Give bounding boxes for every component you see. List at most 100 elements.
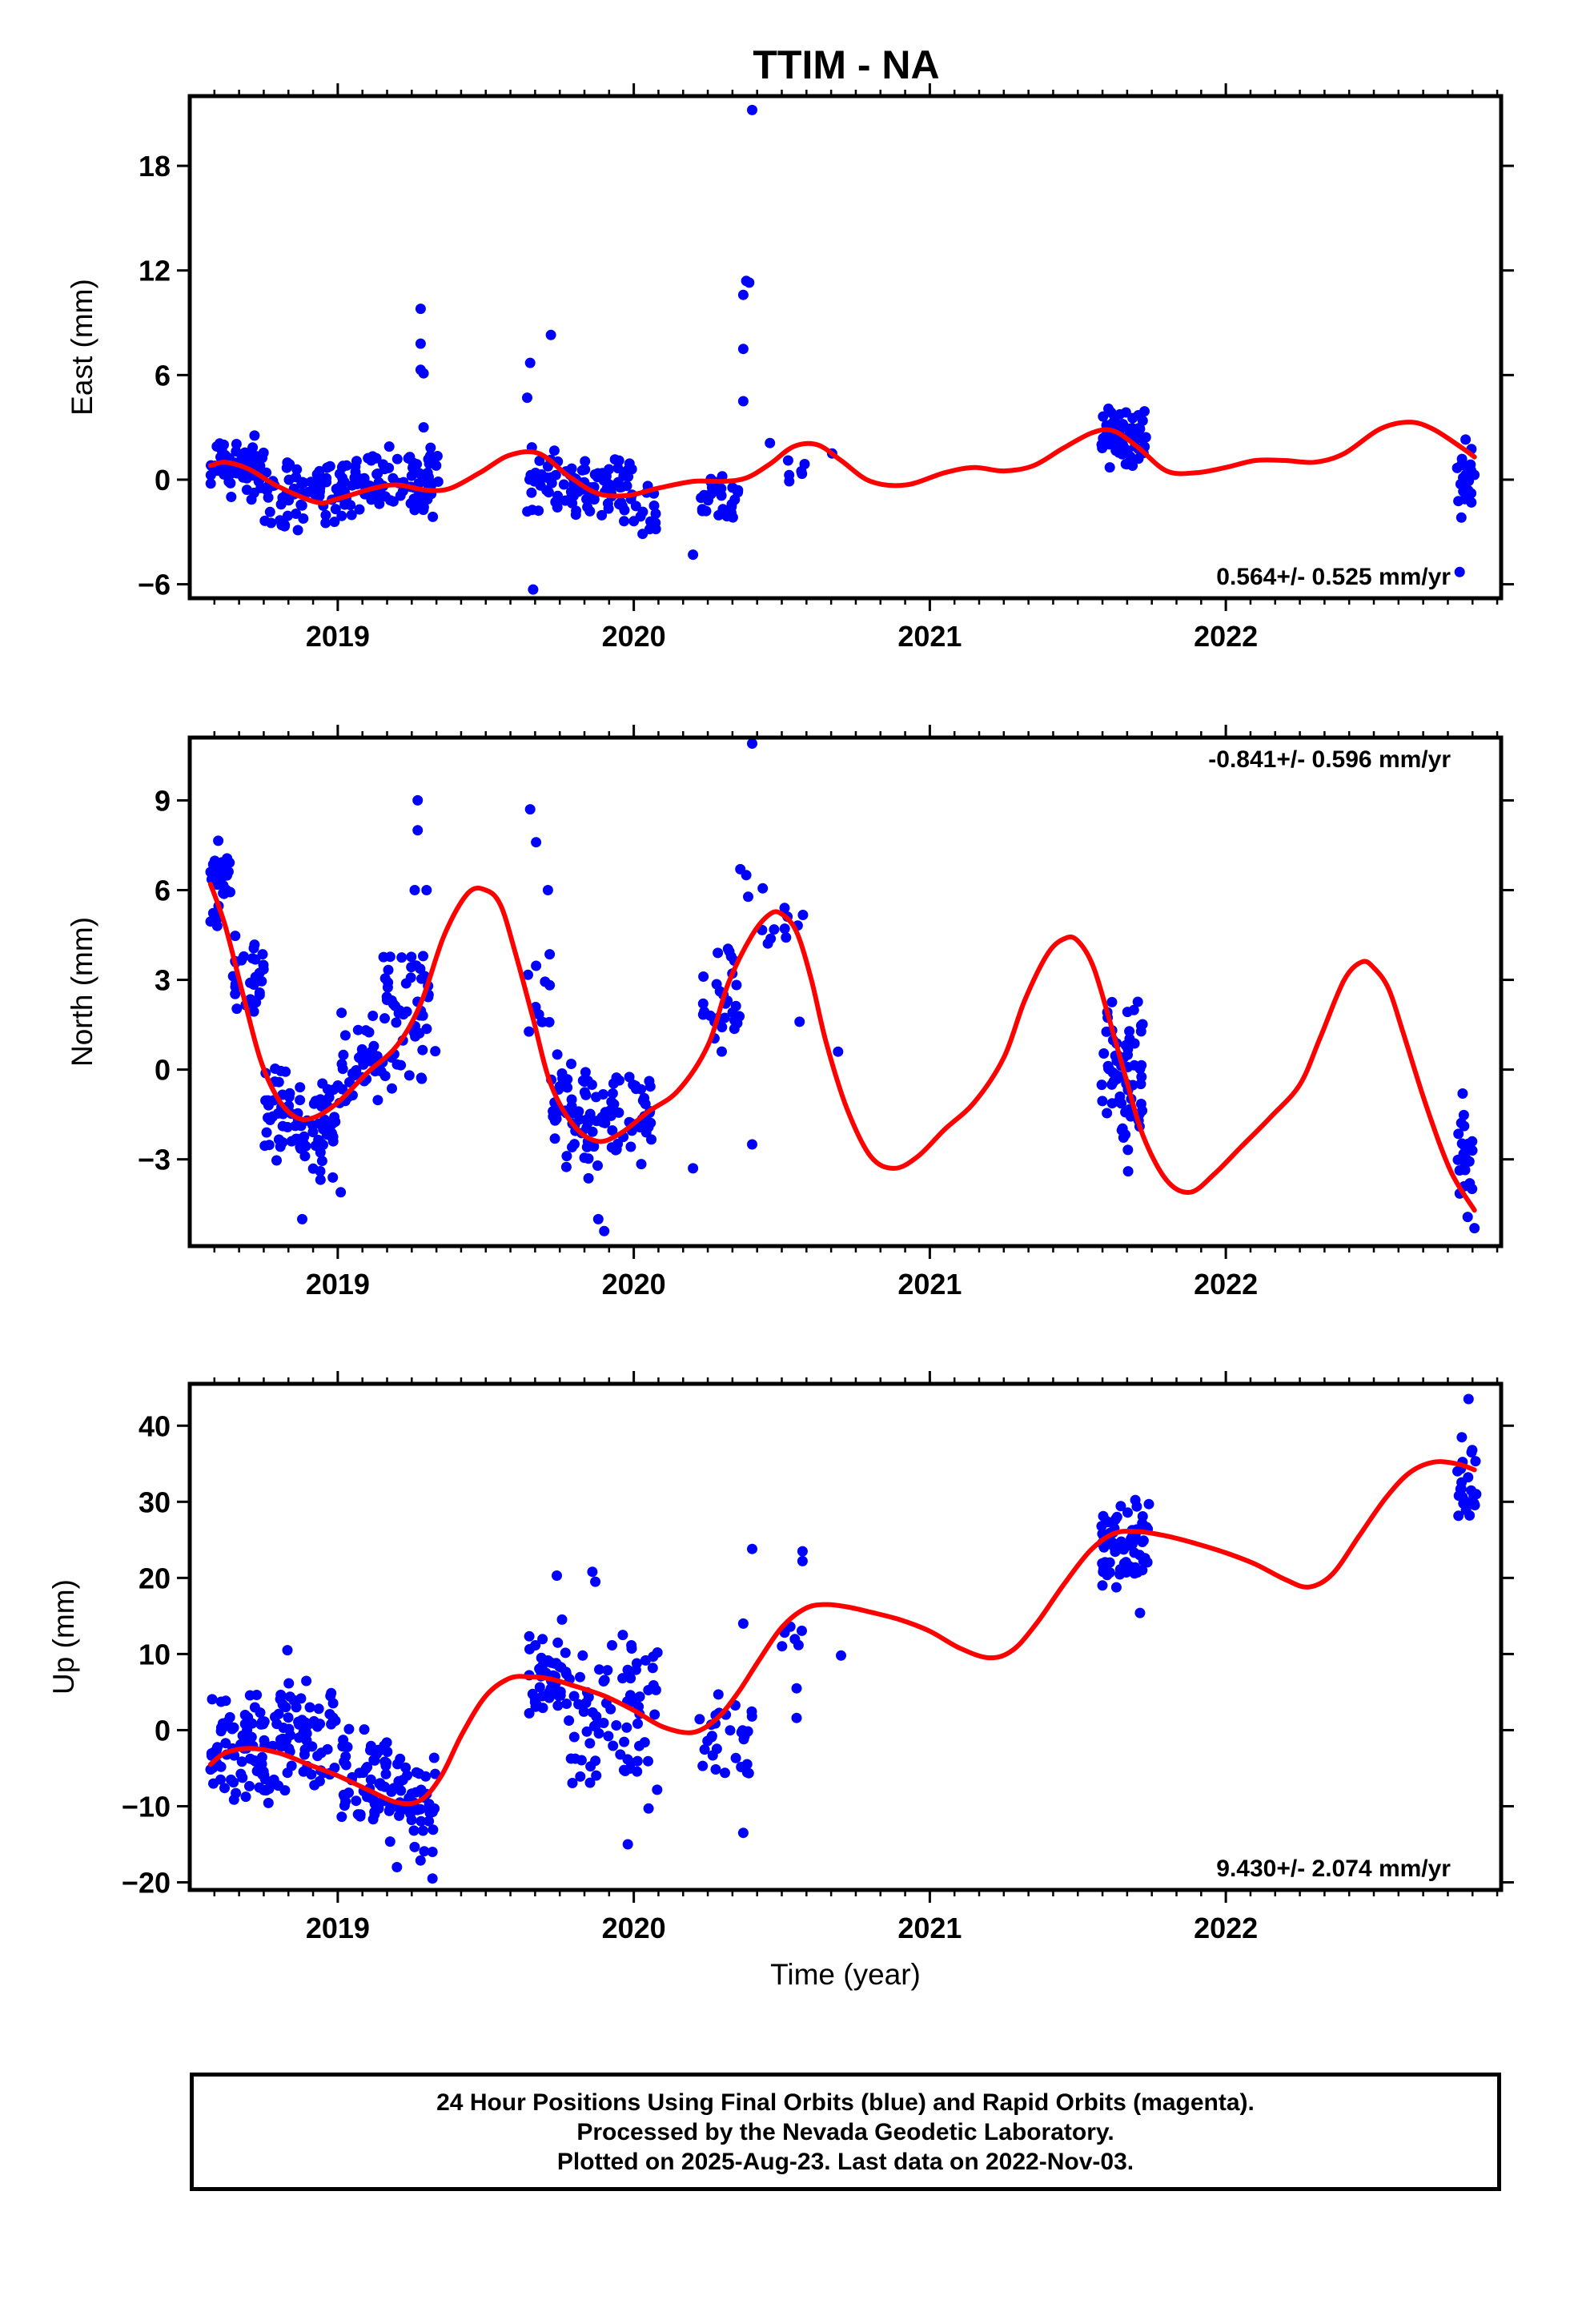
data-point: [419, 1846, 430, 1857]
data-point: [741, 1759, 753, 1770]
data-point: [652, 1784, 663, 1795]
data-point: [351, 1795, 362, 1807]
data-point: [524, 804, 536, 815]
data-point: [283, 1712, 294, 1723]
data-point: [724, 946, 735, 957]
data-point: [607, 1088, 618, 1099]
y-tick-label: 3: [155, 964, 171, 997]
data-point: [237, 1772, 248, 1783]
data-point: [1133, 410, 1144, 420]
data-point: [425, 477, 436, 489]
data-point: [567, 1778, 578, 1788]
data-point: [365, 1745, 375, 1755]
data-point: [1122, 1166, 1134, 1177]
data-point: [392, 1759, 403, 1770]
data-point: [295, 1095, 306, 1106]
data-point: [757, 883, 769, 894]
data-point: [1096, 1080, 1107, 1091]
data-point: [271, 1155, 282, 1166]
data-point: [404, 1070, 415, 1081]
data-point: [743, 891, 753, 903]
data-point: [304, 1702, 315, 1713]
data-point: [833, 1046, 844, 1057]
data-point: [605, 1703, 616, 1715]
data-point: [337, 1063, 348, 1075]
x-tick-label: 2019: [306, 1268, 370, 1301]
plot-area: [205, 738, 1480, 1236]
data-point: [579, 1087, 590, 1098]
data-point: [231, 1003, 243, 1015]
data-point: [1106, 436, 1118, 448]
data-point: [747, 1543, 757, 1554]
data-point: [1118, 440, 1129, 451]
data-point: [627, 1696, 638, 1707]
data-point: [1111, 1511, 1122, 1522]
data-point: [314, 465, 325, 476]
data-point: [725, 1725, 736, 1736]
data-point: [215, 1722, 227, 1733]
data-point: [573, 1699, 584, 1710]
data-point: [307, 1741, 318, 1752]
data-point: [418, 501, 429, 513]
data-point: [526, 487, 537, 498]
data-point: [1129, 1547, 1140, 1558]
data-point: [797, 1546, 808, 1557]
data-point: [1098, 1542, 1110, 1553]
data-point: [219, 439, 229, 450]
data-point: [583, 1172, 594, 1184]
data-point: [1098, 411, 1109, 422]
data-point: [1103, 403, 1114, 414]
data-point: [747, 104, 757, 115]
data-point: [418, 951, 428, 962]
data-point: [330, 504, 341, 515]
data-point: [564, 1715, 575, 1726]
y-tick-label: −10: [122, 1790, 171, 1823]
data-point: [286, 1136, 297, 1147]
data-point: [371, 452, 382, 464]
data-point: [590, 1576, 601, 1587]
data-point: [565, 1753, 576, 1764]
data-point: [1460, 1164, 1471, 1176]
data-point: [569, 1139, 580, 1150]
data-point: [576, 464, 588, 476]
plot-area: [205, 1393, 1482, 1884]
data-point: [379, 1013, 390, 1024]
data-point: [300, 1140, 311, 1152]
data-point: [297, 1132, 308, 1144]
data-point: [579, 1076, 590, 1088]
data-point: [379, 1071, 391, 1081]
data-point: [607, 1125, 618, 1136]
data-point: [584, 1777, 596, 1788]
data-point: [650, 509, 661, 519]
data-point: [611, 1720, 622, 1731]
data-point: [699, 1006, 710, 1017]
data-point: [315, 1747, 327, 1759]
data-point: [239, 1710, 251, 1720]
data-point: [1116, 1124, 1127, 1136]
x-axis-label: Time (year): [770, 1958, 921, 1991]
y-tick-label: −6: [138, 569, 171, 601]
data-point: [769, 924, 780, 935]
data-point: [367, 1011, 379, 1021]
data-point: [1106, 996, 1118, 1007]
data-point: [315, 1174, 326, 1185]
data-point: [797, 910, 809, 920]
data-point: [246, 1731, 257, 1743]
data-point: [836, 1650, 846, 1661]
data-point: [236, 955, 247, 966]
data-point: [529, 1693, 540, 1704]
data-point: [220, 1695, 231, 1707]
data-point: [418, 422, 429, 433]
data-point: [320, 509, 331, 521]
x-tick-label: 2020: [602, 1912, 666, 1944]
data-point: [635, 511, 646, 522]
data-point: [747, 738, 757, 749]
data-point: [1460, 1140, 1472, 1151]
data-point: [609, 454, 620, 465]
data-point: [335, 1187, 347, 1198]
data-point: [416, 1815, 427, 1827]
y-tick-label: 6: [155, 875, 171, 907]
data-point: [409, 505, 420, 516]
data-point: [421, 885, 432, 895]
data-point: [545, 329, 556, 340]
